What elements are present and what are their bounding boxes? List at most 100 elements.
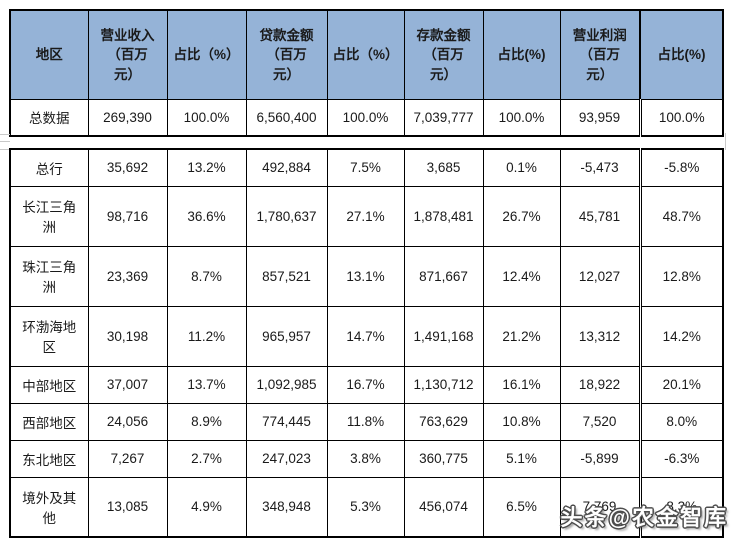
value-cell: 13.7%: [166, 365, 247, 404]
value-cell: 1,092,985: [245, 365, 328, 404]
value-cell: 763,629: [403, 402, 484, 441]
value-cell: -5.8%: [638, 148, 724, 187]
value-cell: 48.7%: [638, 185, 724, 247]
value-cell: 13,312: [559, 305, 641, 367]
value-cell: 18,922: [559, 365, 641, 404]
table-row: 西部地区 24,056 8.9% 774,445 11.8% 763,629 10.8% 7,…: [9, 402, 724, 441]
value-cell: 26.7%: [482, 185, 561, 247]
value-cell: 45,781: [559, 185, 641, 247]
value-cell: 100.0%: [482, 99, 561, 136]
value-cell: 8.7%: [166, 245, 247, 307]
value-cell: 7,267: [87, 439, 168, 478]
value-cell: 965,957: [245, 305, 328, 367]
value-cell: -6.3%: [638, 439, 724, 478]
value-cell: 36.6%: [166, 185, 247, 247]
value-cell: 1,878,481: [403, 185, 484, 247]
value-cell: 13.1%: [326, 245, 405, 307]
value-cell: 93,959: [559, 99, 641, 136]
value-cell: 100.0%: [638, 99, 724, 136]
value-cell: 13.2%: [166, 148, 247, 187]
column-header-profit: 营业利润 （百万 元）: [559, 9, 641, 100]
regional-financials-detail-table: 总行 35,692 13.2% 492,884 7.5% 3,685 0.1% -5,473-…: [9, 148, 724, 538]
value-cell: 37,007: [87, 365, 168, 404]
value-cell: 7,039,777: [403, 99, 484, 136]
value-cell: 7,769: [559, 476, 641, 538]
value-cell: 35,692: [87, 148, 168, 187]
region-cell: 西部地区: [9, 402, 89, 441]
value-cell: 1,780,637: [245, 185, 328, 247]
value-cell: 247,023: [245, 439, 328, 478]
column-header-deposits-share: 占比(%): [482, 9, 561, 100]
value-cell: 11.2%: [166, 305, 247, 367]
value-cell: 3,685: [403, 148, 484, 187]
value-cell: 1,491,168: [403, 305, 484, 367]
value-cell: 8.0%: [638, 402, 724, 441]
table-row: 环渤海地区 30,198 11.2% 965,957 14.7% 1,491,168 21.…: [9, 305, 724, 367]
column-header-profit-share: 占比(%): [639, 9, 724, 100]
table-row: 总行 35,692 13.2% 492,884 7.5% 3,685 0.1% -5,473-…: [9, 148, 724, 187]
value-cell: 27.1%: [326, 185, 405, 247]
value-cell: 8.3%: [638, 476, 724, 538]
spreadsheet-row-sliver: [0, 134, 10, 150]
value-cell: 13,085: [87, 476, 168, 538]
value-cell: 348,948: [245, 476, 328, 538]
column-header-loans-share: 占比（%）: [326, 9, 405, 100]
table-row: 东北地区 7,267 2.7% 247,023 3.8% 360,775 5.1% -5,89…: [9, 439, 724, 478]
value-cell: 12.4%: [482, 245, 561, 307]
value-cell: 6.5%: [482, 476, 561, 538]
value-cell: 492,884: [245, 148, 328, 187]
value-cell: 12,027: [559, 245, 641, 307]
value-cell: 11.8%: [326, 402, 405, 441]
region-cell: 东北地区: [9, 439, 89, 478]
region-cell: 总数据: [9, 99, 89, 136]
value-cell: 871,667: [403, 245, 484, 307]
region-cell: 环渤海地区: [9, 305, 89, 367]
value-cell: 23,369: [87, 245, 168, 307]
value-cell: 5.1%: [482, 439, 561, 478]
spreadsheet-gridline-sliver: [725, 133, 726, 150]
value-cell: 774,445: [245, 402, 328, 441]
value-cell: 16.1%: [482, 365, 561, 404]
value-cell: 14.2%: [638, 305, 724, 367]
value-cell: 456,074: [403, 476, 484, 538]
regional-financials-header-table: 地区 营业收入 （百万 元） 占比（%） 贷款金额 （百万 元） 占比（%） 存…: [9, 9, 724, 137]
value-cell: 14.7%: [326, 305, 405, 367]
region-cell: 总行: [9, 148, 89, 187]
value-cell: 2.7%: [166, 439, 247, 478]
region-cell: 珠江三角洲: [9, 245, 89, 307]
header-row: 地区 营业收入 （百万 元） 占比（%） 贷款金额 （百万 元） 占比（%） 存…: [9, 9, 724, 100]
table-row: 境外及其他 13,085 4.9% 348,948 5.3% 456,074 6.5% 7,7…: [9, 476, 724, 538]
column-header-revenue-share: 占比（%）: [166, 9, 247, 100]
value-cell: 30,198: [87, 305, 168, 367]
value-cell: 98,716: [87, 185, 168, 247]
column-header-loans: 贷款金额 （百万 元）: [245, 9, 328, 100]
watermark: 头条@农金智库: [560, 505, 728, 530]
table-row-total: 总数据 269,390 100.0% 6,560,400 100.0% 7,039,777…: [9, 99, 724, 136]
value-cell: 8.9%: [166, 402, 247, 441]
value-cell: 7.5%: [326, 148, 405, 187]
value-cell: 16.7%: [326, 365, 405, 404]
value-cell: 20.1%: [638, 365, 724, 404]
value-cell: 100.0%: [166, 99, 247, 136]
region-cell: 境外及其他: [9, 476, 89, 538]
column-header-deposits: 存款金额 （百万 元）: [403, 9, 484, 100]
column-header-region: 地区: [9, 9, 89, 100]
value-cell: -5,473: [559, 148, 641, 187]
value-cell: 21.2%: [482, 305, 561, 367]
region-cell: 中部地区: [9, 365, 89, 404]
column-header-revenue: 营业收入 （百万 元）: [87, 9, 168, 100]
value-cell: 24,056: [87, 402, 168, 441]
value-cell: 3.8%: [326, 439, 405, 478]
value-cell: 6,560,400: [245, 99, 328, 136]
value-cell: -5,899: [559, 439, 641, 478]
value-cell: 269,390: [87, 99, 168, 136]
value-cell: 5.3%: [326, 476, 405, 538]
region-cell: 长江三角洲: [9, 185, 89, 247]
value-cell: 360,775: [403, 439, 484, 478]
value-cell: 0.1%: [482, 148, 561, 187]
value-cell: 7,520: [559, 402, 641, 441]
value-cell: 100.0%: [326, 99, 405, 136]
value-cell: 1,130,712: [403, 365, 484, 404]
table-row: 长江三角洲 98,716 36.6% 1,780,637 27.1% 1,878,481 2…: [9, 185, 724, 247]
